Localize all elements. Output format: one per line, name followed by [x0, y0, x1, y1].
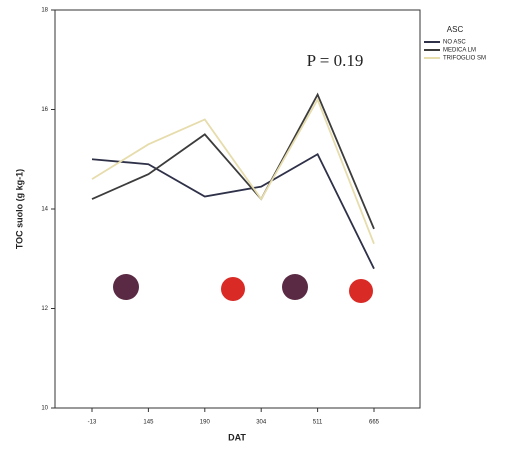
legend-label: TRIFOGLIO SM: [443, 56, 486, 62]
fruit-icons: [113, 274, 373, 303]
icon: [282, 274, 308, 300]
y-tick-label: 12: [41, 306, 48, 312]
y-axis-label: TOC suolo (g kg-1): [14, 169, 24, 249]
legend-title: ASC: [447, 25, 464, 34]
x-tick-label: 304: [256, 420, 267, 426]
icon: [221, 277, 245, 301]
series-line: [91, 153, 375, 270]
annotation: P = 0.19: [307, 51, 364, 70]
legend-label: MEDICA LM: [443, 48, 476, 54]
x-tick-label: 145: [143, 420, 154, 426]
icon: [113, 274, 139, 300]
icon: [349, 279, 373, 303]
x-tick-label: -13: [88, 420, 97, 426]
series-line: [91, 92, 375, 230]
x-axis-label: DAT: [228, 432, 246, 442]
y-tick-label: 10: [41, 406, 48, 412]
legend-label: NO ASC: [443, 40, 466, 46]
y-tick-label: 14: [41, 207, 48, 213]
x-tick-label: 511: [313, 420, 323, 426]
x-tick-label: 190: [200, 420, 211, 426]
y-tick-label: 18: [41, 8, 48, 14]
series-line: [91, 97, 375, 245]
x-tick-label: 665: [369, 420, 380, 426]
y-tick-label: 16: [41, 107, 48, 113]
